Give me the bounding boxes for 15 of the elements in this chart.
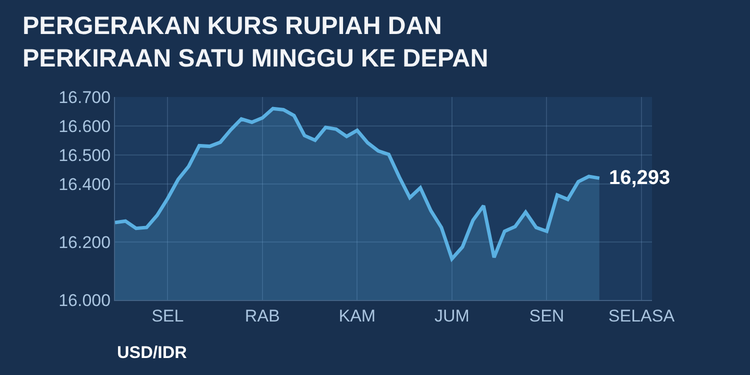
y-tick-label: 16.400 bbox=[58, 174, 111, 194]
y-tick-label: 16.700 bbox=[58, 88, 111, 107]
y-tick-label: 16.200 bbox=[58, 232, 111, 252]
y-tick-label: 16.000 bbox=[58, 290, 111, 310]
x-tick-label: JUM bbox=[434, 306, 470, 326]
x-tick-label: KAM bbox=[338, 306, 376, 326]
x-tick-label: SELASA bbox=[608, 306, 676, 326]
x-tick-label: SEN bbox=[529, 306, 564, 326]
y-tick-label: 16.600 bbox=[58, 116, 111, 136]
x-axis-title: USD/IDR bbox=[117, 343, 187, 362]
x-tick-label: SEL bbox=[152, 306, 184, 326]
annotation: 16,293 bbox=[609, 167, 670, 189]
chart-title: PERGERAKAN KURS RUPIAH DAN PERKIRAAN SATU MINGGU KE DEPAN bbox=[22, 12, 488, 72]
y-tick-label: 16.500 bbox=[58, 146, 111, 165]
x-tick-label: RAB bbox=[244, 306, 280, 326]
